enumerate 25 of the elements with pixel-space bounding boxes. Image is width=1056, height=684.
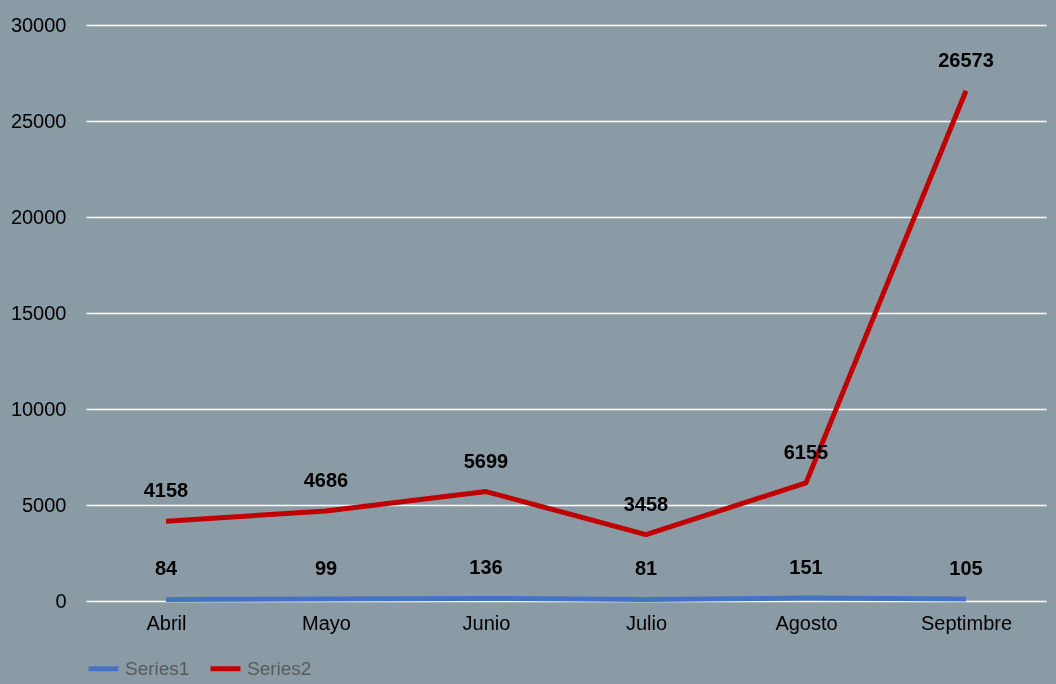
x-tick-label: Septimbre (920, 611, 1013, 634)
x-tick-label: Mayo (302, 611, 351, 634)
x-tick-label: Abril (146, 611, 187, 634)
x-tick-label: Agosto (775, 611, 838, 634)
y-tick-label: 15000 (10, 301, 67, 324)
y-tick-label: 20000 (10, 205, 67, 228)
data-label: 84 (154, 557, 178, 580)
y-tick-label: 30000 (10, 13, 67, 36)
data-label: 26573 (938, 48, 994, 71)
data-label: 151 (789, 556, 823, 579)
x-tick-label: Junio (462, 611, 511, 634)
y-tick-label: 25000 (10, 109, 67, 132)
y-tick-label: 5000 (22, 493, 67, 516)
data-label: 105 (949, 556, 983, 579)
x-tick-label: Julio (625, 611, 668, 634)
y-tick-label: 10000 (10, 397, 67, 420)
legend-label: Series2 (247, 657, 312, 679)
data-label: 4158 (143, 479, 189, 502)
data-label: 81 (634, 557, 658, 580)
data-label: 99 (314, 557, 338, 580)
y-tick-label: 0 (55, 589, 67, 612)
data-label: 4686 (303, 469, 349, 492)
legend-label: Series1 (125, 657, 190, 679)
data-label: 5699 (463, 449, 509, 472)
data-label: 136 (469, 556, 503, 579)
